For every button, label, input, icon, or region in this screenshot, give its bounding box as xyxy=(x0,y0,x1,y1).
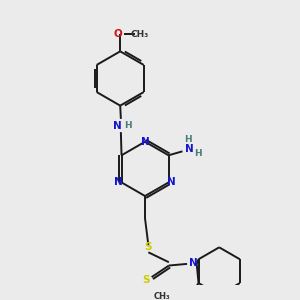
Text: N: N xyxy=(112,121,121,130)
Text: S: S xyxy=(145,242,152,252)
Text: N: N xyxy=(167,177,176,188)
Text: H: H xyxy=(194,149,202,158)
Text: H: H xyxy=(184,135,192,144)
Text: O: O xyxy=(113,29,122,39)
Text: CH₃: CH₃ xyxy=(131,30,149,39)
Text: N: N xyxy=(141,137,149,147)
Text: CH₃: CH₃ xyxy=(154,292,170,300)
Text: H: H xyxy=(124,121,132,130)
Text: S: S xyxy=(142,275,149,285)
Text: N: N xyxy=(189,258,198,268)
Text: N: N xyxy=(114,177,123,188)
Text: N: N xyxy=(185,144,194,154)
